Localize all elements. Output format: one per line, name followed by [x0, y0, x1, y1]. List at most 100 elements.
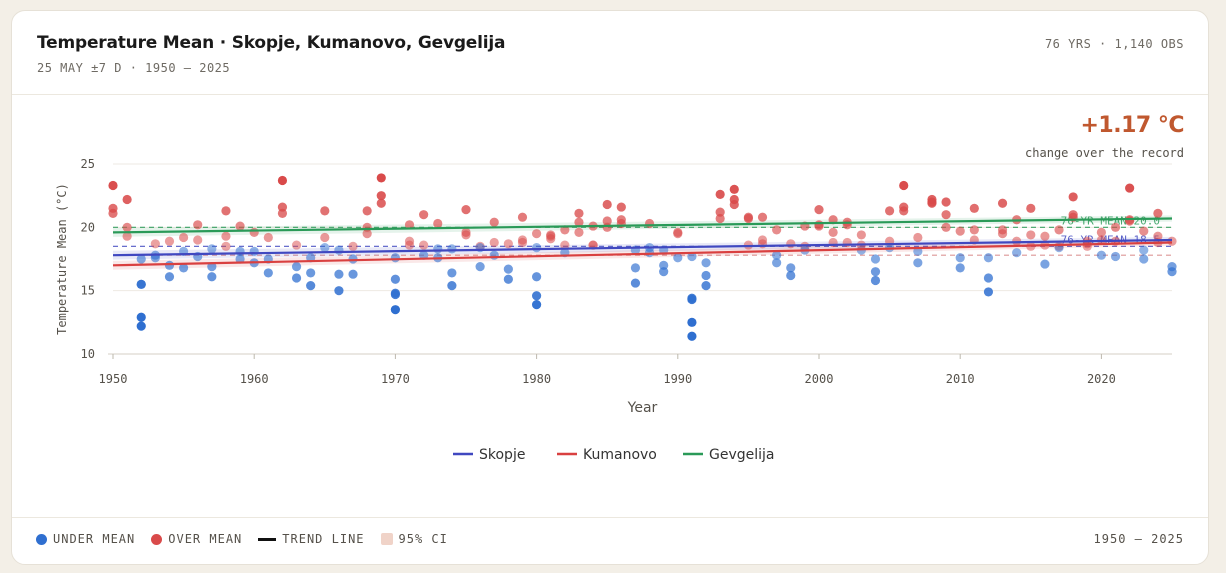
data-point: [983, 273, 994, 283]
y-tick-label: 15: [81, 284, 95, 298]
data-point: [969, 203, 979, 213]
data-point: [390, 253, 400, 263]
data-point: [630, 263, 641, 273]
data-point: [772, 258, 782, 268]
x-axis-title: Year: [627, 400, 658, 416]
data-point: [574, 217, 584, 227]
legend-label-skopje: Skopje: [479, 447, 525, 463]
change-value: +1.17 °C: [1080, 113, 1184, 138]
data-point: [814, 220, 824, 230]
data-point: [899, 202, 909, 212]
data-point: [221, 241, 231, 251]
data-point: [715, 189, 725, 199]
data-point: [376, 198, 386, 208]
data-point: [447, 268, 457, 278]
data-point: [348, 269, 358, 279]
data-point: [743, 213, 754, 224]
data-point: [164, 260, 175, 270]
x-tick-label: 2010: [946, 372, 975, 386]
data-point: [814, 205, 824, 215]
y-tick-label: 20: [81, 220, 95, 234]
y-tick-label: 25: [81, 157, 95, 171]
data-point: [1082, 241, 1092, 251]
data-point: [235, 254, 245, 264]
legend-label-kumanovo: Kumanovo: [583, 447, 657, 463]
data-point: [532, 300, 542, 310]
data-point: [390, 305, 400, 315]
legend-over-mean-label: OVER MEAN: [168, 532, 243, 546]
trend-line-icon: [258, 537, 277, 541]
chart-title: Temperature Mean · Skopje, Kumanovo, Gev…: [37, 33, 506, 53]
data-point: [362, 206, 372, 216]
legend-trend-line: TREND LINE: [258, 532, 364, 546]
legend-under-mean-label: UNDER MEAN: [53, 532, 136, 546]
data-point: [546, 230, 556, 240]
data-point: [503, 274, 513, 284]
data-point: [532, 272, 542, 282]
data-point: [136, 254, 146, 264]
data-point: [136, 321, 146, 331]
data-point: [644, 248, 655, 258]
data-point: [221, 231, 231, 241]
data-point: [870, 267, 881, 277]
data-point: [1110, 251, 1121, 262]
data-point: [404, 220, 415, 230]
data-point: [291, 240, 302, 250]
data-point: [983, 287, 994, 297]
footer-divider: [12, 517, 1208, 518]
data-point: [207, 244, 217, 254]
data-point: [786, 239, 796, 249]
data-point: [983, 253, 994, 263]
data-point: [602, 216, 612, 226]
data-point: [249, 246, 259, 256]
data-point: [277, 175, 288, 186]
data-point: [828, 227, 838, 237]
data-point: [870, 275, 881, 286]
data-point: [433, 244, 443, 254]
data-point: [193, 220, 203, 230]
data-point: [136, 279, 146, 289]
over-mean-dot-icon: [151, 533, 163, 545]
data-point: [1068, 210, 1078, 220]
data-point: [122, 231, 132, 241]
data-point: [659, 260, 669, 270]
data-point: [164, 272, 175, 282]
data-point: [235, 246, 245, 256]
data-point: [687, 317, 697, 327]
data-point: [955, 263, 965, 273]
data-point: [1012, 248, 1022, 258]
data-point: [291, 273, 302, 283]
data-point: [489, 237, 499, 248]
x-tick-label: 1950: [99, 372, 128, 386]
data-point: [475, 262, 485, 272]
legend-ci: 95% CI: [380, 532, 448, 546]
data-point: [955, 226, 965, 236]
y-tick-label: 10: [81, 347, 95, 361]
legend-trend-line-label: TREND LINE: [282, 532, 365, 546]
data-point: [348, 241, 358, 251]
data-point: [757, 212, 768, 222]
data-point: [263, 232, 273, 243]
data-point: [164, 236, 175, 246]
data-point: [630, 278, 641, 288]
data-point: [136, 312, 146, 322]
data-point: [376, 191, 386, 201]
data-point: [447, 244, 457, 254]
data-point: [1040, 231, 1050, 241]
data-point: [644, 218, 655, 229]
data-point: [277, 202, 288, 212]
data-point: [193, 235, 203, 245]
data-point: [122, 222, 132, 232]
data-point: [404, 236, 415, 246]
data-point: [419, 240, 429, 250]
data-point: [574, 208, 584, 218]
data-point: [108, 203, 118, 213]
data-point: [489, 250, 499, 260]
data-point: [687, 293, 697, 303]
data-point: [1125, 183, 1135, 193]
trend-line-gevgelija: [112, 217, 1173, 234]
data-point: [772, 250, 782, 260]
data-point: [334, 286, 344, 296]
data-point: [997, 198, 1008, 208]
data-point: [532, 243, 542, 253]
